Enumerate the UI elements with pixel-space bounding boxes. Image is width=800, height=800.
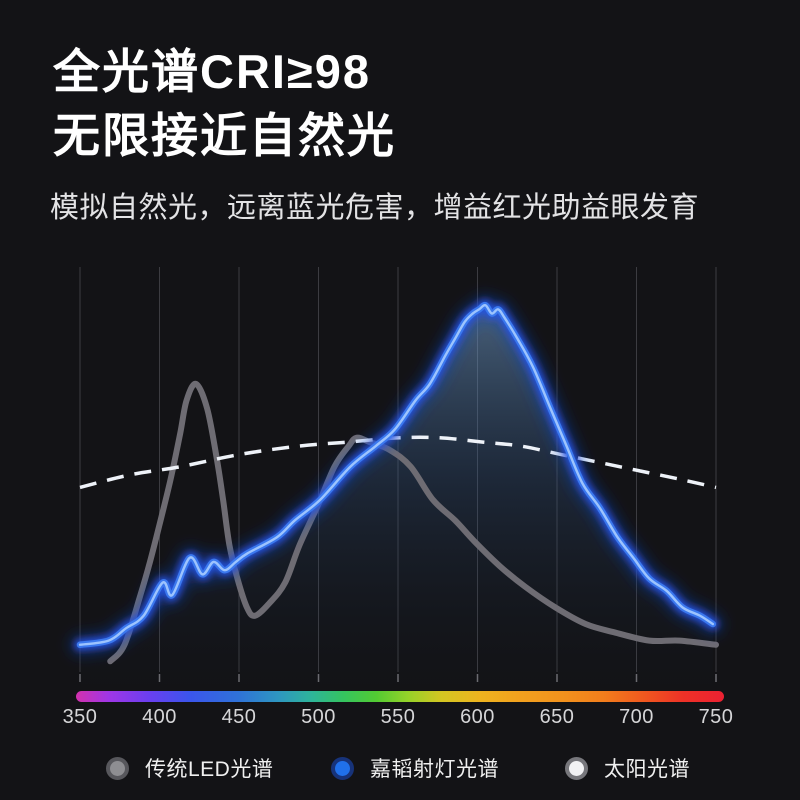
x-axis-label: 450 <box>221 706 257 728</box>
brand-spectrum-line <box>78 303 715 646</box>
legend-label-led: 传统LED光谱 <box>145 758 274 781</box>
brand-legend-dot-icon <box>331 756 354 780</box>
page-title-line2: 无限接近自然光 <box>53 109 396 162</box>
legend-item-led: 传统LED光谱 <box>106 753 273 783</box>
sun-legend-dot-icon <box>565 756 588 780</box>
x-axis-label: 650 <box>539 706 575 728</box>
x-axis-label: 500 <box>301 706 336 728</box>
spectrum-color-bar <box>76 691 724 702</box>
x-axis-label: 400 <box>142 706 177 728</box>
led-spectrum-line <box>107 380 719 665</box>
x-axis-label: 600 <box>460 706 495 728</box>
sun-spectrum-line <box>79 435 717 490</box>
x-axis-label: 550 <box>380 706 416 728</box>
legend-label-sun: 太阳光谱 <box>604 758 690 781</box>
legend-label-brand: 嘉韬射灯光谱 <box>370 758 499 781</box>
led-legend-dot-icon <box>106 756 129 780</box>
x-axis-label: 750 <box>698 706 734 728</box>
legend-item-brand: 嘉韬射灯光谱 <box>331 753 499 783</box>
x-axis-label: 700 <box>619 706 654 728</box>
page-title-line1: 全光谱CRI≥98 <box>53 45 372 98</box>
legend-item-sun: 太阳光谱 <box>565 753 690 783</box>
chart-series <box>70 295 723 684</box>
brand-spectrum-area <box>80 305 713 684</box>
x-axis-label: 350 <box>62 706 98 728</box>
page-subtitle: 模拟自然光，远离蓝光危害，增益红光助益眼发育 <box>50 192 700 224</box>
